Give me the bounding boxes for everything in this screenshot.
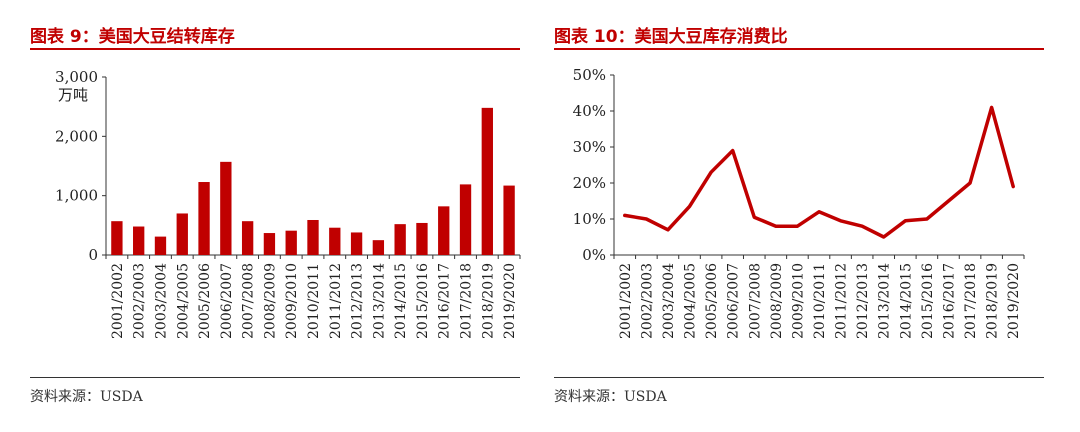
- left-bar: [481, 107, 493, 255]
- left-bar: [503, 185, 515, 255]
- right-y-tick-label: 50%: [573, 66, 606, 84]
- left-bar: [133, 226, 145, 255]
- right-y-tick-label: 10%: [573, 210, 606, 228]
- left-x-tick-label: 2003/2004: [153, 263, 169, 339]
- left-y-unit-label: 万吨: [58, 86, 88, 104]
- left-x-tick-label: 2015/2016: [415, 263, 431, 339]
- left-source-note: 资料来源：USDA: [30, 389, 143, 405]
- right-source-note: 资料来源：USDA: [554, 389, 667, 405]
- left-y-tick-label: 3,000: [55, 68, 98, 86]
- left-x-tick-label: 2004/2005: [175, 263, 191, 339]
- left-x-tick-label: 2019/2020: [502, 263, 518, 339]
- left-bar: [220, 161, 232, 255]
- left-x-tick-label: 2012/2013: [350, 263, 366, 339]
- left-x-tick-label: 2017/2018: [459, 263, 475, 339]
- left-bar: [459, 184, 472, 255]
- left-bar: [416, 222, 428, 255]
- left-x-tick-label: 2014/2015: [393, 263, 409, 339]
- right-x-tick-label: 2004/2005: [683, 263, 699, 339]
- left-bar: [307, 219, 319, 255]
- left-x-tick-label: 2005/2006: [197, 263, 213, 339]
- right-x-tick-label: 2006/2007: [726, 263, 742, 339]
- left-y-tick-label: 1,000: [55, 187, 98, 205]
- left-bar: [285, 230, 297, 255]
- right-title-rule: [554, 48, 1044, 50]
- left-bar: [154, 236, 167, 255]
- left-x-tick-label: 2010/2011: [306, 263, 322, 339]
- left-title-rule: [30, 48, 520, 50]
- right-x-tick-label: 2011/2012: [834, 263, 850, 339]
- left-x-tick-label: 2001/2002: [110, 263, 126, 339]
- right-x-tick-label: 2014/2015: [898, 263, 914, 339]
- left-bar: [438, 206, 450, 255]
- right-x-tick-label: 2013/2014: [877, 263, 893, 339]
- left-bar: [350, 232, 363, 255]
- right-y-tick-label: 40%: [573, 102, 606, 120]
- right-x-tick-label: 2018/2019: [985, 263, 1001, 339]
- right-x-tick-label: 2009/2010: [790, 263, 806, 339]
- left-chart-panel: 图表 9：美国大豆结转库存 0 1,000 2,000 3,000 2001/2002 2…: [30, 0, 521, 432]
- right-x-tick-label: 2002/2003: [639, 263, 655, 339]
- left-y-tick-label: 2,000: [55, 127, 98, 145]
- right-source-rule: [554, 377, 1044, 378]
- left-source-rule: [30, 377, 520, 378]
- left-bar: [111, 221, 123, 255]
- left-x-tick-label: 2018/2019: [480, 263, 496, 339]
- left-bar: [394, 224, 406, 255]
- right-y-tick-label: 30%: [573, 138, 606, 156]
- right-chart-panel: 图表 10：美国大豆库存消费比 0% 10% 20% 30% 40% 50% 2001/20…: [554, 0, 1044, 432]
- right-x-tick-label: 2017/2018: [963, 263, 979, 339]
- left-bar: [372, 240, 385, 255]
- right-x-tick-label: 2016/2017: [941, 263, 957, 339]
- right-x-tick-label: 2001/2002: [618, 263, 634, 339]
- right-x-tick-label: 2010/2011: [812, 263, 828, 339]
- left-bar: [176, 213, 188, 255]
- right-x-tick-label: 2005/2006: [704, 263, 720, 339]
- left-x-tick-label: 2011/2012: [328, 263, 344, 339]
- left-y-tick-label: 0: [88, 246, 98, 264]
- left-x-tick-label: 2002/2003: [132, 263, 148, 339]
- left-bar: [198, 182, 210, 255]
- left-chart-title: 图表 9：美国大豆结转库存: [30, 27, 235, 47]
- right-y-tick-label: 0%: [582, 246, 606, 264]
- left-x-tick-label: 2008/2009: [262, 263, 278, 339]
- right-x-tick-label: 2012/2013: [855, 263, 871, 339]
- right-x-tick-label: 2019/2020: [1006, 263, 1022, 339]
- right-line-chart: 0% 10% 20% 30% 40% 50% 2001/2002 2002/2003 2003/…: [573, 66, 1025, 339]
- left-bar: [329, 227, 341, 255]
- left-bar: [241, 221, 254, 255]
- left-x-tick-label: 2006/2007: [219, 263, 235, 339]
- right-x-tick-label: 2007/2008: [747, 263, 763, 339]
- left-x-tick-label: 2009/2010: [284, 263, 300, 339]
- left-bar: [263, 233, 276, 255]
- right-x-tick-label: 2008/2009: [769, 263, 785, 339]
- right-x-tick-label: 2015/2016: [920, 263, 936, 339]
- right-series-line: [623, 105, 1015, 239]
- left-x-tick-label: 2016/2017: [437, 263, 453, 339]
- left-bar-chart: 0 1,000 2,000 3,000 2001/2002 2002/2003 2003/2…: [55, 68, 521, 339]
- right-chart-title: 图表 10：美国大豆库存消费比: [554, 27, 788, 47]
- right-y-tick-label: 20%: [573, 174, 606, 192]
- left-x-tick-label: 2007/2008: [241, 263, 257, 339]
- right-x-tick-label: 2003/2004: [661, 263, 677, 339]
- left-x-tick-label: 2013/2014: [371, 263, 387, 339]
